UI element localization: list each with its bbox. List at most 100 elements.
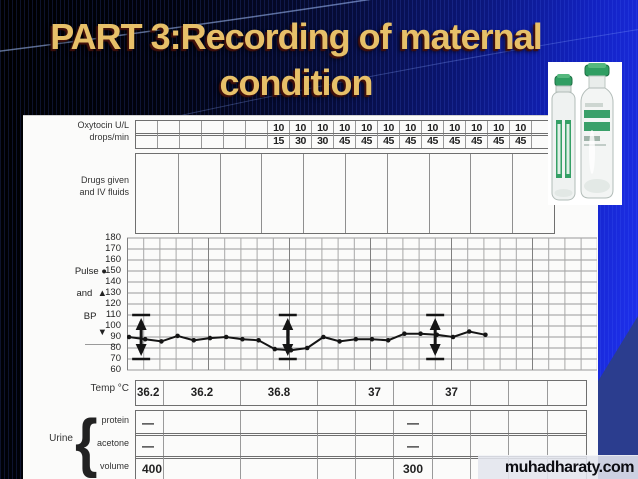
- pulse-bp-chart: [127, 237, 597, 371]
- urine-volume-row: 400 300: [135, 456, 587, 479]
- y-axis-tick: 150: [105, 265, 121, 276]
- cell: 45: [422, 134, 444, 148]
- pulse-legend: Pulse ●: [74, 266, 107, 277]
- cell: —: [136, 434, 164, 458]
- cell: 36.2: [164, 381, 241, 405]
- y-axis-tick: 90: [110, 331, 121, 342]
- cell: 10: [334, 121, 356, 135]
- grid-divider: [303, 154, 305, 233]
- cell: 30: [312, 134, 334, 148]
- grid-divider: [177, 154, 179, 233]
- cell: [241, 457, 318, 479]
- cell: [509, 381, 548, 405]
- cell: 45: [510, 134, 532, 148]
- cell: [164, 457, 241, 479]
- cell: 10: [422, 121, 444, 135]
- cell: [158, 121, 180, 135]
- y-axis-tick: 160: [105, 254, 121, 265]
- acetone-label: acetone: [96, 438, 129, 448]
- cell: 37: [356, 381, 394, 405]
- drugs-label-line2: and IV fluids: [79, 187, 129, 197]
- cell: 45: [488, 134, 510, 148]
- cell: [471, 411, 509, 435]
- cell: [548, 411, 586, 435]
- protein-label: protein: [101, 415, 129, 425]
- cell: —: [136, 411, 164, 435]
- cell: 45: [400, 134, 422, 148]
- cell: 10: [400, 121, 422, 135]
- cell: 10: [356, 121, 378, 135]
- grid-divider: [512, 154, 514, 233]
- diastolic-arrow-icon: ▼: [97, 327, 107, 338]
- grid-divider: [261, 154, 263, 233]
- slide-title-line2: condition: [219, 62, 374, 103]
- cell: [202, 134, 224, 148]
- cell: 36.2: [136, 381, 164, 405]
- partograph-panel: Oxytocin U/L drops/min Drugs given and I…: [23, 115, 598, 479]
- cell: 45: [444, 134, 466, 148]
- cell: [180, 134, 202, 148]
- cell: 37: [433, 381, 471, 405]
- cell: [356, 457, 394, 479]
- y-axis-tick: 170: [105, 243, 121, 254]
- cell: [224, 134, 246, 148]
- oxytocin-values-row: 10 10 10 10 10 10 10 10 10 10 10 10: [135, 120, 555, 136]
- cell: 45: [466, 134, 488, 148]
- vials-drawing: [551, 63, 614, 201]
- cell: [136, 134, 158, 148]
- drugs-iv-fluids-grid: [135, 153, 555, 234]
- cell: 45: [356, 134, 378, 148]
- grid-divider: [345, 154, 346, 233]
- cell: [318, 457, 356, 479]
- cell: [356, 411, 394, 435]
- y-axis-tick: 70: [110, 353, 121, 364]
- systolic-arrow-icon: ▲: [97, 288, 107, 299]
- cell: [471, 434, 509, 458]
- cell: 10: [466, 121, 488, 135]
- y-axis-tick: 100: [105, 320, 121, 331]
- cell: —: [394, 411, 433, 435]
- grid-divider: [386, 154, 388, 233]
- slide-title: PART 3:Recording of maternal condition: [0, 14, 592, 106]
- cell: 10: [268, 121, 290, 135]
- cell: 10: [510, 121, 532, 135]
- y-axis-tick: 180: [105, 232, 121, 243]
- cell: [509, 434, 548, 458]
- cell: [136, 121, 158, 135]
- cell: 10: [378, 121, 400, 135]
- cell: [548, 381, 586, 405]
- cell: [509, 411, 548, 435]
- y-axis-tick: 130: [105, 287, 121, 298]
- cell: [164, 411, 241, 435]
- watermark: muhadharaty.com: [478, 455, 638, 479]
- y-axis-tick: 80: [110, 342, 121, 353]
- and-legend: and ▲: [76, 288, 107, 299]
- cell: [318, 434, 356, 458]
- cell: 10: [488, 121, 510, 135]
- y-axis-tick: 140: [105, 276, 121, 287]
- cell: [241, 434, 318, 458]
- cell: [318, 381, 356, 405]
- drops-values-row: 15 30 30 45 45 45 45 45 45 45 45 45: [135, 133, 555, 149]
- grid-divider: [219, 154, 221, 233]
- cell: 36.8: [241, 381, 318, 405]
- drops-label: drops/min: [89, 132, 129, 142]
- grid-divider: [470, 154, 472, 233]
- cell: [241, 411, 318, 435]
- oxytocin-label: Oxytocin U/L: [77, 120, 129, 130]
- drugs-label-line1: Drugs given: [80, 175, 129, 185]
- cell: 400: [136, 457, 164, 479]
- cell: 10: [290, 121, 312, 135]
- cell: [246, 134, 268, 148]
- cell: [180, 121, 202, 135]
- cell: —: [394, 434, 433, 458]
- volume-label: volume: [99, 461, 129, 471]
- cell: [246, 121, 268, 135]
- cell: [433, 434, 471, 458]
- cell: [158, 134, 180, 148]
- slide-title-line1: PART 3:Recording of maternal: [50, 16, 542, 57]
- cell: 45: [378, 134, 400, 148]
- cell: [202, 121, 224, 135]
- urine-protein-row: — —: [135, 410, 587, 436]
